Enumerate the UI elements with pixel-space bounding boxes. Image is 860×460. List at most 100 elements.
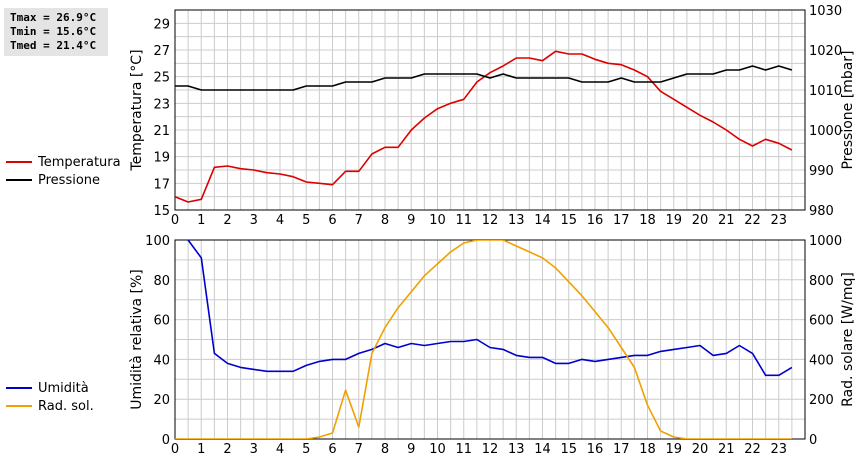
- chart2-y-left-tick: 0: [162, 433, 170, 448]
- chart2-x-tick: 21: [718, 442, 735, 457]
- chart2-x-tick: 16: [587, 442, 604, 457]
- chart2-x-tick: 7: [355, 442, 363, 457]
- chart1-x-tick: 16: [587, 213, 604, 228]
- chart2-x-tick: 0: [171, 442, 179, 457]
- chart1-y-right-label: Pressione [mbar]: [840, 50, 856, 169]
- tmed-text: Tmed = 21.4°C: [10, 39, 97, 52]
- chart1-y-left-tick: 23: [153, 97, 170, 112]
- chart2-x-tick: 20: [692, 442, 709, 457]
- chart1-x-tick: 21: [718, 213, 735, 228]
- chart1-x-tick: 14: [534, 213, 551, 228]
- chart1-x-tick: 10: [429, 213, 446, 228]
- chart1-y-left-tick: 29: [153, 17, 170, 32]
- chart1-y-left-tick: 15: [153, 204, 170, 219]
- chart2-x-tick: 4: [276, 442, 284, 457]
- chart2-x-tick: 10: [429, 442, 446, 457]
- chart2-x-tick: 13: [508, 442, 525, 457]
- chart1-x-tick: 22: [744, 213, 761, 228]
- chart1-y-right-tick: 990: [809, 164, 834, 179]
- legend-bottom: Umidità Rad. sol.: [6, 379, 94, 415]
- chart1-y-left-tick: 27: [153, 44, 170, 59]
- chart1-x-tick: 8: [381, 213, 389, 228]
- chart2-x-tick: 23: [770, 442, 787, 457]
- chart1-y-left-tick: 25: [153, 71, 170, 86]
- chart1-x-tick: 23: [770, 213, 787, 228]
- legend-swatch-rad-sol: [6, 405, 32, 407]
- legend-top: Temperatura Pressione: [6, 153, 121, 189]
- chart1-x-tick: 18: [639, 213, 656, 228]
- chart2-y-left-label: Umidità relativa [%]: [129, 269, 145, 410]
- chart2-y-left-tick: 80: [153, 274, 170, 289]
- chart1-x-tick: 6: [328, 213, 336, 228]
- chart2-x-tick: 12: [482, 442, 499, 457]
- chart1-x-tick: 11: [455, 213, 472, 228]
- chart2-y-left-tick: 40: [153, 353, 170, 368]
- chart1-y-right-tick: 1000: [809, 124, 842, 139]
- chart2-y-right-tick: 0: [809, 433, 817, 448]
- tmax-text: Tmax = 26.9°C: [10, 11, 97, 24]
- chart1-x-tick: 13: [508, 213, 525, 228]
- chart2-y-right-tick: 800: [809, 274, 834, 289]
- chart2-y-right-label: Rad. solare [W/mq]: [840, 272, 856, 407]
- chart2-x-tick: 18: [639, 442, 656, 457]
- chart2-y-right-tick: 1000: [809, 234, 842, 249]
- chart2-x-tick: 1: [197, 442, 205, 457]
- chart1-y-right-tick: 1010: [809, 84, 842, 99]
- chart2-x-tick: 14: [534, 442, 551, 457]
- chart1-x-tick: 1: [197, 213, 205, 228]
- series-line-pressione: [175, 65, 793, 91]
- chart2-y-right-tick: 200: [809, 393, 834, 408]
- chart2-x-tick: 3: [250, 442, 258, 457]
- chart1-x-tick: 19: [665, 213, 682, 228]
- chart1-x-tick: 0: [171, 213, 179, 228]
- legend-swatch-umidita: [6, 387, 32, 389]
- chart1-y-left-tick: 17: [153, 177, 170, 192]
- legend-swatch-temperatura: [6, 161, 32, 163]
- chart2-x-tick: 15: [560, 442, 577, 457]
- chart1-x-tick: 2: [223, 213, 231, 228]
- chart2-x-tick: 17: [613, 442, 630, 457]
- chart2-y-left-tick: 20: [153, 393, 170, 408]
- chart1-x-tick: 20: [692, 213, 709, 228]
- legend-item-pressione: Pressione: [6, 171, 121, 189]
- legend-label-umidita: Umidità: [38, 380, 89, 396]
- chart2-x-tick: 5: [302, 442, 310, 457]
- legend-label-temperatura: Temperatura: [38, 154, 121, 170]
- legend-label-pressione: Pressione: [38, 172, 101, 188]
- chart2-y-left-tick: 100: [145, 234, 170, 249]
- chart2-x-tick: 8: [381, 442, 389, 457]
- chart1-x-tick: 7: [355, 213, 363, 228]
- tmin-text: Tmin = 15.6°C: [10, 25, 97, 38]
- chart1-x-tick: 5: [302, 213, 310, 228]
- chart1-x-tick: 12: [482, 213, 499, 228]
- chart2-x-tick: 6: [328, 442, 336, 457]
- series-line-temperatura: [175, 50, 793, 203]
- legend-item-temperatura: Temperatura: [6, 153, 121, 171]
- chart1-x-tick: 9: [407, 213, 415, 228]
- stats-box: Tmax = 26.9°C Tmin = 15.6°C Tmed = 21.4°…: [4, 8, 108, 56]
- chart2-y-right-tick: 600: [809, 314, 834, 329]
- legend-item-rad-sol: Rad. sol.: [6, 397, 94, 415]
- chart2-y-right-tick: 400: [809, 353, 834, 368]
- chart1-x-tick: 15: [560, 213, 577, 228]
- chart1-y-left-tick: 21: [153, 124, 170, 139]
- legend-swatch-pressione: [6, 179, 32, 181]
- chart1-y-right-tick: 980: [809, 204, 834, 219]
- chart1-x-tick: 4: [276, 213, 284, 228]
- legend-label-rad-sol: Rad. sol.: [38, 398, 94, 414]
- chart1-y-right-tick: 1030: [809, 4, 842, 19]
- legend-item-umidita: Umidità: [6, 379, 94, 397]
- chart2-x-tick: 22: [744, 442, 761, 457]
- chart2-x-tick: 9: [407, 442, 415, 457]
- chart2-y-left-tick: 60: [153, 314, 170, 329]
- series-line-umidit: [187, 240, 793, 377]
- chart1-x-tick: 17: [613, 213, 630, 228]
- chart1-y-left-label: Temperatura [°C]: [129, 49, 145, 171]
- chart1-x-tick: 3: [250, 213, 258, 228]
- chart2-x-tick: 2: [223, 442, 231, 457]
- chart1-y-left-tick: 19: [153, 151, 170, 166]
- chart2-x-tick: 19: [665, 442, 682, 457]
- chart1-y-right-tick: 1020: [809, 44, 842, 59]
- chart2-x-tick: 11: [455, 442, 472, 457]
